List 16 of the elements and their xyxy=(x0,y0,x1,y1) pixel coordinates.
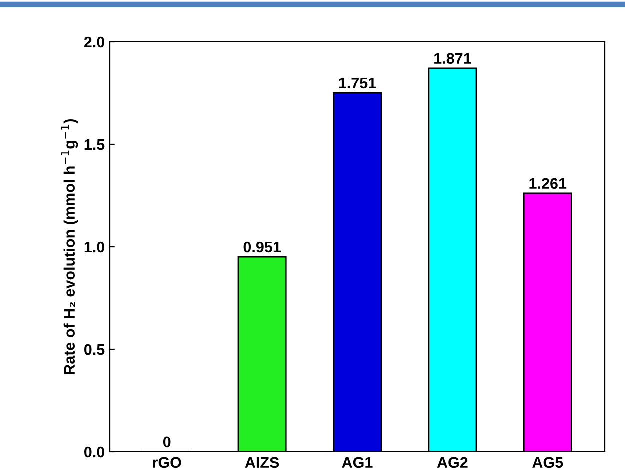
data-label: 0 xyxy=(163,436,171,448)
data-label: 0.951 xyxy=(244,242,281,253)
y-axis-title: Rate of H₂ evolution (mmol h$^{−1}$g$^{−1}$) xyxy=(61,119,78,374)
x-tick-label: rGO xyxy=(153,457,182,468)
y-tick-label: 1.0 xyxy=(84,242,105,253)
data-label: 1.261 xyxy=(530,178,567,190)
data-label: 1.751 xyxy=(339,78,376,89)
y-tick-label: 0.0 xyxy=(84,446,105,458)
x-tick-label: AG1 xyxy=(342,457,373,468)
x-tick-label: AIZS xyxy=(245,457,280,468)
x-tick-label: AG2 xyxy=(437,457,468,468)
x-tick-label: AG5 xyxy=(532,457,564,468)
y-tick-label: 2.0 xyxy=(84,36,105,48)
y-tick-label: 1.5 xyxy=(84,140,105,150)
data-label: 1.871 xyxy=(434,53,472,64)
y-tick-label: 0.5 xyxy=(84,344,105,356)
